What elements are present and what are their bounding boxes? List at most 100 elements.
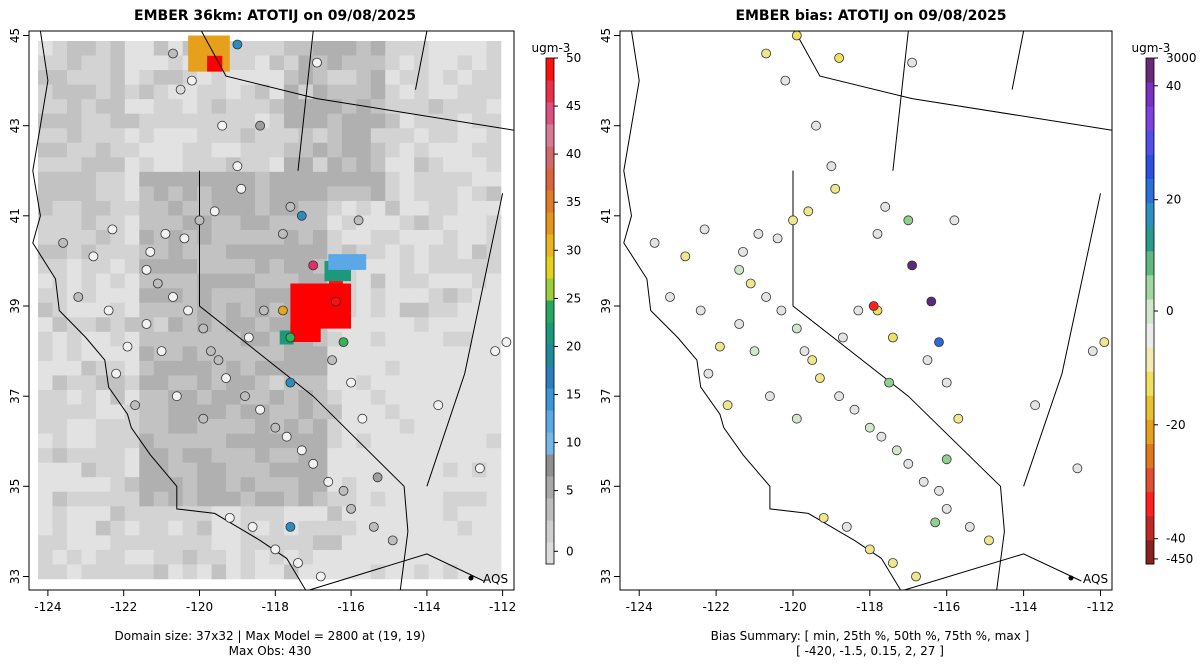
station-marker [911, 571, 921, 582]
grid-cell [38, 215, 53, 231]
grid-cell [428, 477, 444, 493]
station-marker [247, 522, 258, 532]
station-marker [433, 400, 444, 411]
grid-cell [457, 70, 473, 85]
grid-cell [81, 360, 97, 376]
grid-cell [385, 171, 401, 187]
grid-cell [327, 230, 343, 245]
grid-cell [341, 200, 357, 216]
grid-cell [226, 360, 241, 376]
grid-cell [38, 448, 53, 463]
grid-cell [269, 259, 285, 274]
colorbar-tick-label: 25 [566, 291, 581, 305]
grid-cell [341, 404, 357, 420]
grid-cell [38, 128, 53, 144]
grid-cell [457, 128, 473, 144]
grid-cell [110, 317, 126, 333]
station-marker [213, 355, 224, 366]
colorbar-swatch [1146, 419, 1154, 444]
grid-cell [428, 171, 444, 187]
grid-cell [443, 462, 458, 478]
grid-cell [139, 200, 155, 216]
grid-cell [327, 186, 343, 202]
x-tick-label: -122 [110, 600, 137, 614]
grid-cell [269, 317, 285, 333]
grid-cell [341, 433, 357, 449]
grid-cell [370, 142, 386, 158]
station-marker [849, 404, 860, 415]
grid-cell [443, 389, 458, 405]
grid-cell [370, 99, 386, 114]
grid-cell [255, 331, 270, 347]
grid-cell [428, 142, 444, 158]
mexico-border [309, 553, 484, 591]
grid-cell [139, 171, 155, 187]
station-marker [270, 422, 281, 433]
grid-cell [110, 520, 126, 536]
grid-cell [95, 84, 111, 100]
grid-cell [110, 288, 126, 304]
colorbar-tick-label: 35 [566, 195, 581, 209]
grid-cell [472, 448, 487, 463]
station-marker [243, 332, 254, 343]
grid-cell [428, 520, 444, 536]
grid-cell [486, 549, 502, 565]
grid-cell [457, 273, 473, 289]
grid-cell [399, 419, 415, 434]
grid-cell [52, 215, 68, 231]
grid-cell [153, 404, 169, 420]
grid-cell [428, 259, 444, 274]
grid-cell [153, 419, 169, 434]
grid-cell [472, 520, 487, 536]
grid-cell [66, 230, 82, 245]
grid-cell [443, 549, 458, 565]
grid-cell [124, 142, 140, 158]
grid-cell [153, 128, 169, 144]
grid-cell [182, 84, 198, 100]
grid-cell [153, 506, 169, 522]
grid-cell [428, 99, 444, 114]
grid-cell [255, 99, 270, 114]
grid-cell [124, 41, 140, 56]
grid-cell [226, 404, 241, 420]
grid-cell [428, 41, 444, 56]
grid-cell [226, 99, 241, 114]
grid-cell [240, 70, 256, 85]
right-footer-line2: [ -420, -1.5, 0.15, 2, 27 ] [796, 644, 944, 658]
grid-cell [414, 535, 429, 551]
grid-cell [298, 171, 314, 187]
grid-cell [240, 99, 256, 114]
grid-cell [81, 375, 97, 391]
grid-cell [414, 273, 429, 289]
grid-cell [443, 375, 458, 391]
grid-cell [255, 200, 270, 216]
station-marker [194, 215, 205, 226]
grid-cell [66, 346, 82, 362]
grid-cell [269, 389, 285, 405]
grid-cell [226, 317, 241, 333]
grid-cell [81, 259, 97, 274]
station-marker [258, 305, 269, 316]
grid-cell [211, 419, 227, 434]
grid-cell [38, 317, 53, 333]
grid-cell [38, 331, 53, 347]
grid-cell [356, 70, 372, 85]
station-marker [323, 476, 334, 487]
grid-cell [124, 360, 140, 376]
grid-cell [182, 99, 198, 114]
grid-cell [457, 157, 473, 173]
right-y-axis: 45 43 41 39 37 35 33 [599, 28, 620, 584]
grid-cell [341, 186, 357, 202]
grid-cell [95, 506, 111, 522]
grid-cell [66, 375, 82, 391]
grid-cell [240, 448, 256, 463]
grid-cell [414, 360, 429, 376]
grid-cell [443, 419, 458, 434]
grid-cell [385, 273, 401, 289]
grid-cell [255, 477, 270, 493]
grid-cell [153, 360, 169, 376]
colorbar-tick-label: 30 [566, 243, 581, 257]
grid-cell [414, 302, 429, 318]
grid-cell [457, 506, 473, 522]
station-marker [501, 337, 512, 348]
